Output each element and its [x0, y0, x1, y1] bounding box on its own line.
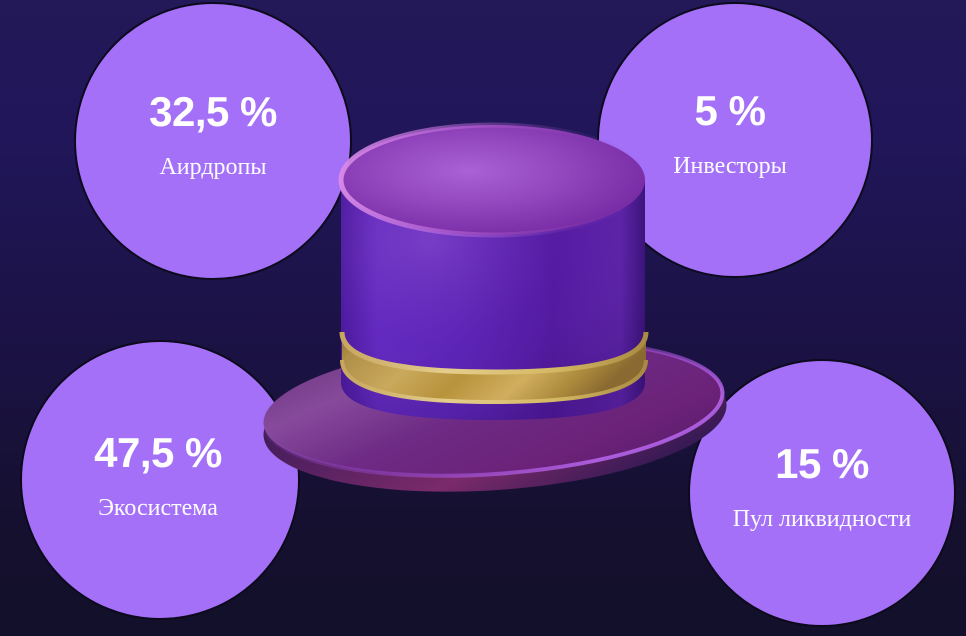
- stat-text-stack: 32,5 % Аирдропы: [149, 88, 277, 180]
- top-hat-icon: [258, 120, 728, 540]
- stat-circle-airdrops[interactable]: 32,5 % Аирдропы: [74, 2, 352, 280]
- stat-text-stack: 15 % Пул ликвидности: [732, 440, 912, 532]
- hat-gold-band-bottom-rim: [340, 359, 648, 405]
- liquidity-label: Пул ликвидности: [732, 506, 912, 532]
- investors-label: Инвесторы: [673, 153, 787, 179]
- hat-gold-band: [342, 332, 646, 402]
- stat-circle-ecosystem[interactable]: 47,5 % Экосистема: [20, 340, 300, 620]
- investors-percent: 5 %: [694, 87, 766, 134]
- ecosystem-percent: 47,5 %: [94, 429, 222, 476]
- hat-crown-top-rim-light: [338, 122, 648, 238]
- airdrops-percent: 32,5 %: [149, 88, 277, 135]
- ecosystem-label: Экосистема: [98, 495, 218, 521]
- airdrops-label: Аирдропы: [159, 154, 267, 180]
- hat-crown-top: [341, 125, 645, 235]
- hat-gold-band-top-rim: [339, 331, 649, 375]
- stat-circle-liquidity[interactable]: 15 % Пул ликвидности: [688, 359, 956, 627]
- stat-text-stack: 47,5 % Экосистема: [94, 429, 222, 521]
- stat-text-stack: 5 % Инвесторы: [673, 87, 787, 179]
- liquidity-percent: 15 %: [775, 440, 869, 487]
- hat-crown-sheen: [341, 180, 645, 420]
